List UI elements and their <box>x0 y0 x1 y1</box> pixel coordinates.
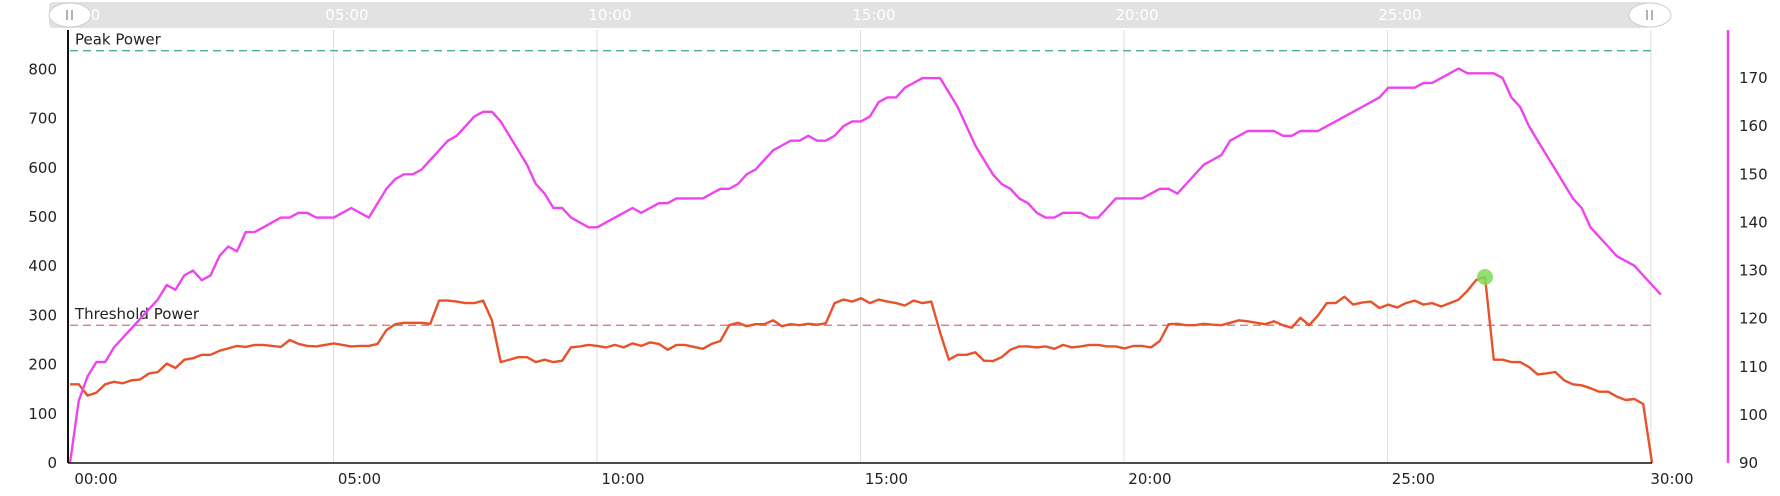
y-left-tick-label: 100 <box>28 405 57 423</box>
navigator-track[interactable] <box>49 2 1649 28</box>
y-right-tick-label: 170 <box>1739 69 1768 87</box>
heart-rate-series-line <box>68 67 1662 464</box>
series-layer <box>68 67 1662 464</box>
y-right-tick-label: 150 <box>1739 165 1768 183</box>
y-left-tick-label: 500 <box>28 208 57 226</box>
navigator-tick-label: 05:00 <box>325 6 368 24</box>
y-right-tick-label: 90 <box>1739 454 1758 472</box>
y-right-tick-label: 160 <box>1739 117 1768 135</box>
navigator-left-handle[interactable] <box>48 2 92 28</box>
y-left-tick-label: 200 <box>28 356 57 374</box>
reference-lines: Peak Power Threshold Power <box>70 31 1652 326</box>
y-right-tick-label: 130 <box>1739 262 1768 280</box>
power-series-line <box>70 275 1654 464</box>
vertical-gridlines <box>332 30 1652 463</box>
y-left-tick-label: 800 <box>28 60 57 78</box>
y-left-tick-label: 400 <box>28 257 57 275</box>
marker-layer <box>1477 269 1494 286</box>
y-left-tick-label: 300 <box>28 306 57 324</box>
x-tick-label: 25:00 <box>1392 470 1435 488</box>
reference-line-label: Peak Power <box>75 31 162 49</box>
y-left-tick-label: 700 <box>28 110 57 128</box>
x-tick-label: 30:00 <box>1650 470 1693 488</box>
navigator-tick-label: 10:00 <box>588 6 631 24</box>
y-right-tick-label: 110 <box>1739 358 1768 376</box>
navigator-right-handle[interactable] <box>1628 2 1672 28</box>
hover-marker[interactable] <box>1477 269 1494 286</box>
reference-line-label: Threshold Power <box>74 305 200 323</box>
y-right-tick-label: 100 <box>1739 406 1768 424</box>
navigator-tick-label: 15:00 <box>852 6 895 24</box>
x-tick-label: 05:00 <box>338 470 381 488</box>
y-left-tick-label: 0 <box>47 454 57 472</box>
x-tick-labels: 00:00 05:00 10:00 15:00 20:00 25:00 30:00 <box>74 470 1693 488</box>
x-tick-label: 10:00 <box>601 470 644 488</box>
y-right-tick-label: 140 <box>1739 213 1768 231</box>
y-left-tick-labels: 0 100 200 300 400 500 600 700 800 <box>28 60 57 472</box>
x-tick-label: 20:00 <box>1128 470 1171 488</box>
x-tick-label: 15:00 <box>865 470 908 488</box>
x-tick-label: 00:00 <box>74 470 117 488</box>
y-right-tick-label: 120 <box>1739 310 1768 328</box>
y-left-tick-label: 600 <box>28 159 57 177</box>
navigator-tick-label: 20:00 <box>1115 6 1158 24</box>
navigator-tick-label: 25:00 <box>1378 6 1421 24</box>
y-right-tick-labels: 90 100 110 120 130 140 150 160 170 <box>1739 69 1768 472</box>
